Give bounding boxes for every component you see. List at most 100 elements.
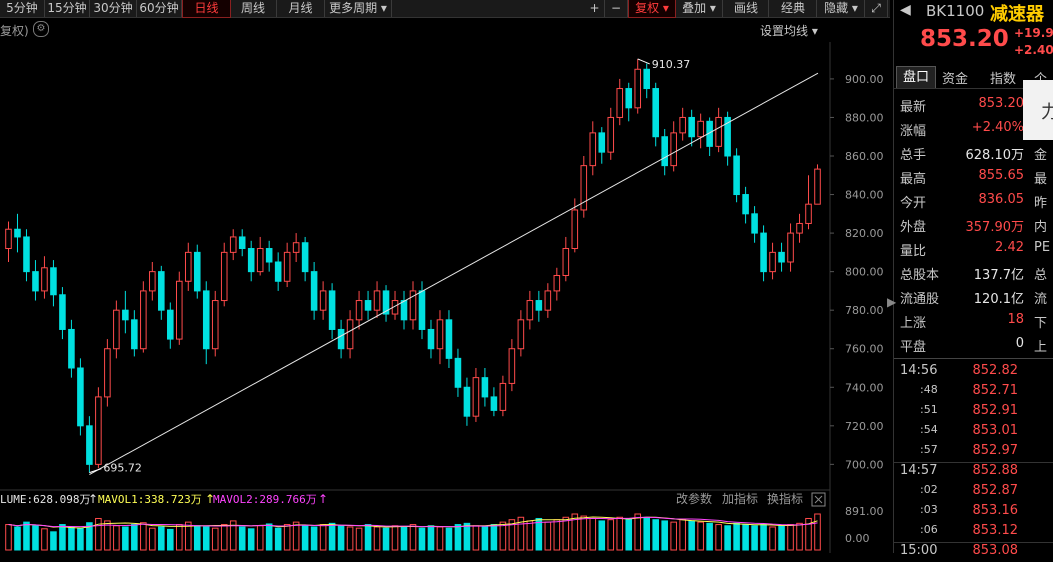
toolbar-tool-5[interactable]: 经典 (770, 0, 817, 17)
volume-bar (238, 526, 246, 551)
tick-row: 14:57 852.88 (894, 462, 1053, 482)
tab-index[interactable]: 指数 (990, 72, 1017, 87)
candle-body (50, 267, 57, 296)
panel-collapse-icon[interactable]: ▶ (887, 295, 897, 309)
toolbar-period-5[interactable]: 周线 (230, 0, 277, 17)
change-percent: +2.40 (1014, 43, 1053, 57)
divider (894, 462, 1053, 463)
candle-body (535, 300, 543, 311)
candle-body (652, 88, 659, 138)
popup-glyph-icon: 力 (1041, 102, 1053, 123)
toolbar-period-0[interactable]: 5分钟 (0, 0, 45, 17)
quote-extra: 昨 (1034, 196, 1048, 211)
candle-body (445, 319, 453, 359)
candle-body (670, 132, 677, 167)
volume-bar (652, 519, 659, 551)
volume-bar (553, 519, 561, 551)
candle-body (499, 382, 507, 411)
quote-extra: 上 (1034, 340, 1048, 355)
candle-body (122, 309, 129, 321)
tick-time: :48 (920, 383, 938, 396)
toolbar-period-7[interactable]: 更多周期 ▾ (325, 0, 392, 17)
volume-bar (95, 517, 102, 551)
candle-body (32, 271, 39, 292)
candle-body (274, 261, 282, 282)
toolbar-tool-2[interactable]: 复权 ▾ (628, 0, 676, 18)
quote-row: 总股本 137.7亿 总 (894, 260, 1053, 284)
volume-bar (382, 527, 390, 551)
volume-axis-bottom: 0.00 (845, 532, 870, 545)
settings-gear-icon[interactable]: ⚙ (33, 21, 49, 37)
candle-body (5, 228, 12, 250)
candle-body (319, 290, 327, 311)
candle-body (436, 319, 444, 350)
volume-bar (634, 513, 642, 551)
candle-body (544, 290, 552, 311)
close-icon[interactable] (811, 492, 826, 507)
candle-body (751, 213, 758, 234)
back-arrow-icon[interactable]: ◀ (900, 2, 911, 18)
high-annotation: 910.37 (652, 58, 691, 71)
tab-funds[interactable]: 资金 (942, 72, 969, 87)
set-ma-button[interactable]: 设置均线 ▾ (760, 24, 818, 38)
volume-bar (706, 522, 713, 551)
volume-bar (436, 526, 444, 551)
tick-time: :57 (920, 443, 938, 456)
toolbar-period-3[interactable]: 60分钟 (137, 0, 182, 17)
quote-extra: 金 (1034, 148, 1048, 163)
toolbar-tool-1[interactable]: − (605, 0, 628, 17)
volume-bar (23, 521, 30, 551)
candle-body (301, 242, 309, 273)
volume-bar (769, 526, 776, 551)
volume-bar (113, 525, 120, 551)
quote-row: 量比 2.42 PE (894, 236, 1053, 260)
candlestick-chart[interactable]: 900.00 880.00 860.00 840.00 820.00 800.00 780.… (0, 42, 890, 553)
volume-bar (32, 525, 39, 551)
tick-time: :51 (920, 403, 938, 416)
toolbar-tool-4[interactable]: 画线 (724, 0, 769, 17)
toolbar-period-4[interactable]: 日线 (182, 0, 231, 18)
toolbar-period-1[interactable]: 15分钟 (45, 0, 90, 17)
quote-extra: 下 (1034, 316, 1048, 331)
candle-body (634, 68, 642, 109)
tick-price: 853.12 (972, 523, 1019, 538)
candle-body (742, 194, 749, 215)
quote-extra: 内 (1034, 220, 1048, 235)
toolbar-tool-0[interactable]: + (585, 0, 605, 17)
tick-row: :54 853.01 (894, 422, 1053, 442)
trend-line (89, 72, 819, 476)
volume-bar (733, 522, 740, 551)
tick-time: :54 (920, 423, 938, 436)
volume-bar (517, 516, 525, 551)
toolbar-period-6[interactable]: 月线 (277, 0, 325, 17)
toolbar-period-2[interactable]: 30分钟 (90, 0, 137, 17)
tick-row: 14:56 852.82 (894, 362, 1053, 382)
volume-bar (616, 516, 624, 551)
toolbar-tool-3[interactable]: 叠加 ▾ (676, 0, 723, 17)
up-arrow-icon: ↑ (318, 492, 328, 506)
candle-body (661, 136, 668, 167)
indicator-button-0[interactable]: 改参数 (676, 491, 712, 506)
quote-panel: ◀ BK1100 减速器 853.20 +19.9 +2.40 盘口 资金 指数… (893, 0, 1053, 558)
tick-price: 852.87 (972, 483, 1019, 498)
volume-bar (463, 522, 471, 551)
candle-body (607, 116, 615, 153)
volume-bar (355, 527, 363, 551)
indicator-button-2[interactable]: 换指标 (767, 491, 803, 506)
volume-bar (86, 522, 93, 551)
volume-bar (445, 527, 453, 551)
fullscreen-icon[interactable]: ⤢ (865, 0, 888, 17)
candle-body (337, 328, 345, 350)
volume-axis-top: 891.00 (845, 505, 884, 518)
volume-bar (68, 526, 75, 551)
toolbar-tool-6[interactable]: 隐藏 ▾ (818, 0, 865, 17)
tab-pankou[interactable]: 盘口 (896, 66, 936, 88)
change-amount: +19.9 (1014, 26, 1053, 40)
candle-body (86, 425, 93, 465)
low-annotation: 695.72 (103, 462, 141, 475)
candle-body (418, 290, 426, 330)
price-axis-label: 780.00 (845, 304, 884, 317)
tick-row: :51 852.91 (894, 402, 1053, 422)
indicator-button-1[interactable]: 加指标 (722, 491, 758, 506)
candle-body (733, 155, 740, 196)
